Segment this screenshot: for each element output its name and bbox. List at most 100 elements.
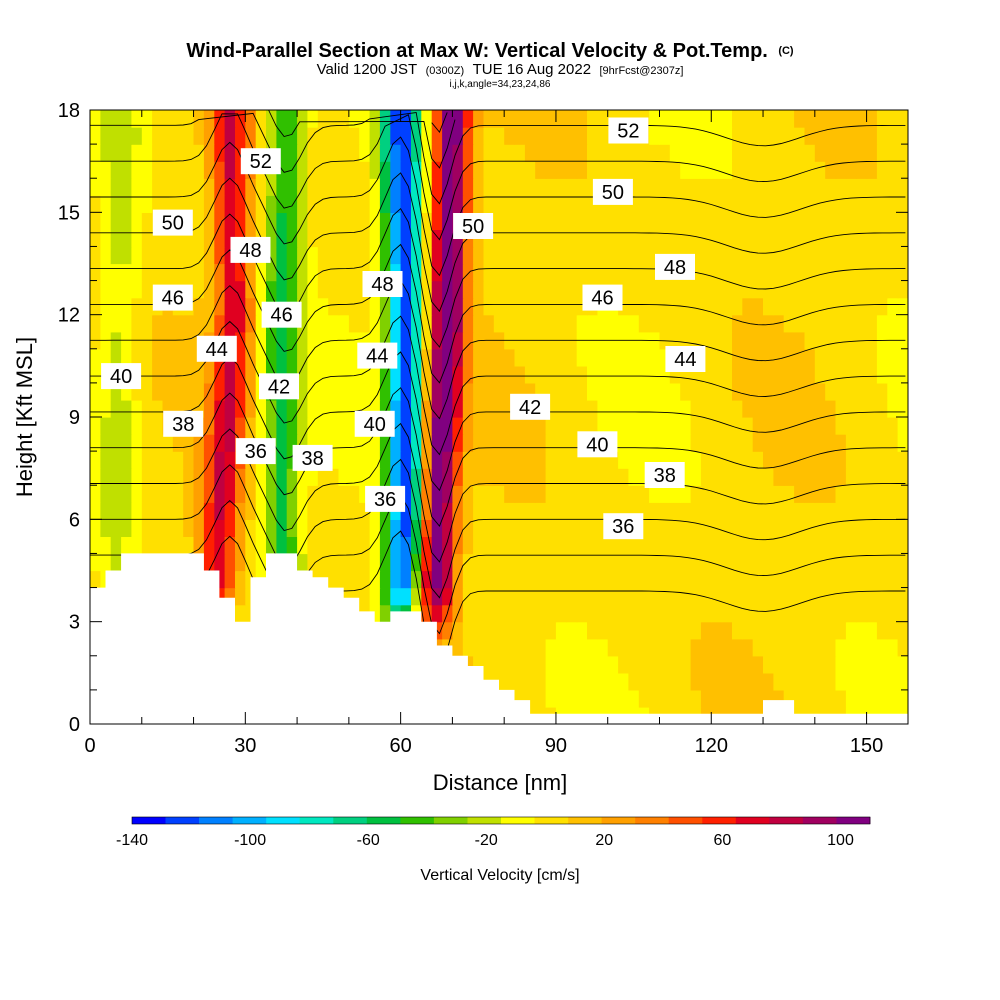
field-cell <box>338 229 350 248</box>
theta-contour-line <box>431 112 448 133</box>
field-cell <box>628 382 640 401</box>
field-cell <box>493 263 505 282</box>
field-cell <box>421 195 433 213</box>
field-cell <box>773 536 785 555</box>
field-cell <box>649 110 661 128</box>
field-cell <box>794 587 806 606</box>
field-cell <box>856 417 868 435</box>
field-cell <box>442 348 454 367</box>
field-cell <box>359 536 371 555</box>
field-cell <box>442 331 454 350</box>
field-cell <box>235 195 246 213</box>
field-cell <box>763 553 774 572</box>
field-cell <box>555 621 567 640</box>
field-cell <box>266 348 277 367</box>
field-cell <box>721 638 733 657</box>
field-cell <box>545 638 557 657</box>
field-cell <box>721 604 733 623</box>
field-cell <box>773 365 785 384</box>
field-cell <box>514 451 526 469</box>
field-cell <box>845 689 857 708</box>
field-cell <box>555 434 567 452</box>
field-cell <box>235 485 246 503</box>
field-cell <box>680 468 692 486</box>
field-cell <box>90 195 101 213</box>
field-cell <box>825 434 837 452</box>
field-cell <box>638 212 650 230</box>
field-cell <box>732 161 743 179</box>
field-cell <box>618 655 630 674</box>
field-cell <box>555 655 567 674</box>
field-cell <box>794 314 806 333</box>
field-cell <box>483 382 495 401</box>
field-cell <box>659 161 671 179</box>
field-cell <box>110 110 122 128</box>
field-cell <box>286 110 298 128</box>
field-cell <box>235 161 246 179</box>
field-cell <box>524 212 536 230</box>
forecast-label: [9hrFcst@2307z] <box>600 65 684 77</box>
field-cell <box>700 502 712 520</box>
field-cell <box>732 178 743 196</box>
field-cell <box>825 229 837 248</box>
field-cell <box>390 365 402 384</box>
field-cell <box>172 468 184 486</box>
field-cell <box>307 417 319 435</box>
field-cell <box>752 655 764 674</box>
field-cell <box>607 417 619 435</box>
field-cell <box>814 348 826 367</box>
field-cell <box>887 519 899 537</box>
field-cell <box>773 672 785 691</box>
field-cell <box>711 246 723 265</box>
field-cell <box>348 417 360 435</box>
field-cell <box>814 672 826 691</box>
field-cell <box>203 110 215 128</box>
field-cell <box>607 161 619 179</box>
field-cell <box>680 399 692 418</box>
field-cell <box>255 178 267 196</box>
field-cell <box>131 519 143 537</box>
field-cell <box>411 331 422 350</box>
field-cell <box>814 519 826 537</box>
field-cell <box>566 365 578 384</box>
field-cell <box>545 689 557 708</box>
field-cell <box>286 348 298 367</box>
field-cell <box>131 212 143 230</box>
field-cell <box>535 365 547 384</box>
field-cell <box>597 314 609 333</box>
field-cell <box>732 417 743 435</box>
y-axis-title: Height [Kft MSL] <box>12 337 37 497</box>
field-cell <box>162 365 174 384</box>
field-cell <box>183 519 195 537</box>
field-cell <box>462 417 474 435</box>
field-cell <box>825 468 837 486</box>
field-cell <box>845 468 857 486</box>
field-cell <box>618 570 630 589</box>
field-cell <box>421 399 433 418</box>
field-cell <box>804 280 816 299</box>
theta-contour-line <box>90 172 906 313</box>
field-cell <box>452 314 464 333</box>
field-cell <box>535 195 547 213</box>
field-cell <box>752 144 764 162</box>
field-cell <box>887 655 899 674</box>
field-cell <box>328 536 340 555</box>
colorbar-tick-label: -60 <box>357 832 380 849</box>
field-cell <box>566 621 578 640</box>
field-cell <box>732 502 743 520</box>
contour-label-box <box>101 363 142 390</box>
field-cell <box>752 485 764 503</box>
field-cell <box>514 161 526 179</box>
field-cell <box>524 587 536 606</box>
field-cell <box>897 468 908 486</box>
field-cell <box>131 485 143 503</box>
field-cell <box>752 672 764 691</box>
field-cell <box>680 655 692 674</box>
field-cell <box>317 382 329 401</box>
field-cell <box>814 468 826 486</box>
field-cell <box>690 110 702 128</box>
field-cell <box>359 144 371 162</box>
field-cell <box>773 638 785 657</box>
field-cell <box>297 434 309 452</box>
field-cell <box>224 468 236 486</box>
